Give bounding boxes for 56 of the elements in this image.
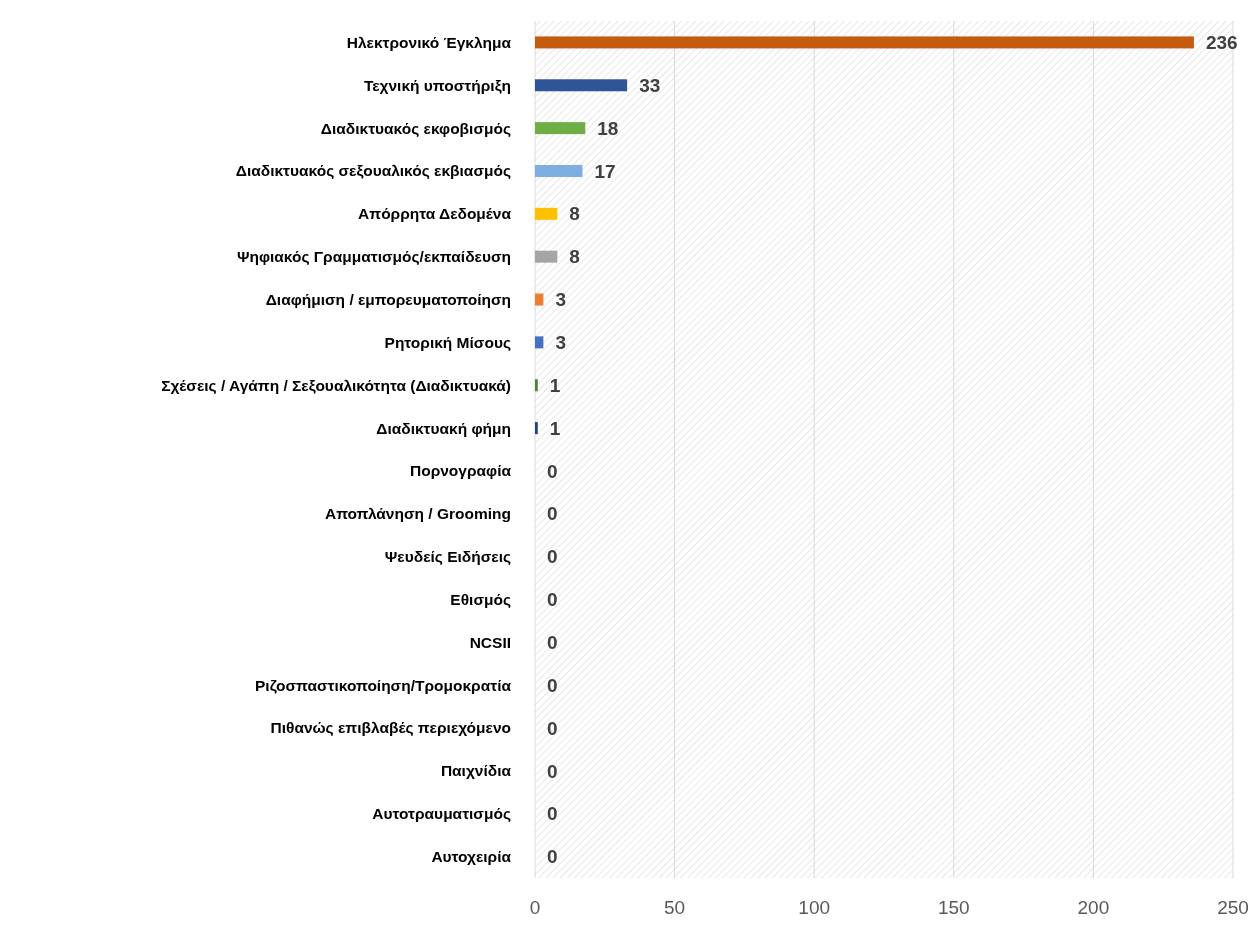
y-tick-label: Εθισμός [450,590,511,608]
y-tick-label: Ψευδείς Ειδήσεις [384,548,511,566]
data-label: 8 [569,203,580,225]
x-tick-label: 50 [664,897,686,918]
bar [535,379,538,392]
x-tick-label: 250 [1217,897,1249,918]
y-tick-label: Ριζοσπαστικοποίηση/Τρομοκρατία [255,676,512,694]
y-tick-label: Αυτοτραυματισμός [372,805,511,823]
data-label: 3 [555,332,566,354]
data-label: 3 [555,289,566,311]
data-label: 0 [547,546,558,568]
data-label: 0 [547,803,558,825]
data-label: 0 [547,674,558,696]
data-label: 0 [547,760,558,782]
data-label: 17 [594,160,616,182]
data-label: 1 [549,417,561,439]
y-tick-label: Διαδικτυακός εκφοβισμός [320,119,511,137]
data-label: 8 [569,246,580,268]
y-tick-label: Πιθανώς επιβλαβές περιεχόμενο [270,719,511,737]
x-tick-label: 100 [798,897,831,918]
data-label: 18 [597,117,619,139]
bar [535,36,1194,49]
y-tick-label: Παιχνίδια [440,762,512,780]
y-tick-label: Τεχνική υποστήριξη [363,76,511,94]
bar [535,207,558,220]
y-tick-label: Διαδικτυακός σεξουαλικός εκβιασμός [235,162,511,180]
bar [535,79,628,92]
bar [535,122,586,135]
y-tick-label: Αποπλάνηση / Grooming [324,505,511,523]
y-tick-label: Διαδικτυακή φήμη [376,419,511,437]
y-tick-label: Ψηφιακός Γραμματισμός/εκπαίδευση [236,248,511,266]
y-tick-label: Πορνογραφία [410,462,512,480]
y-tick-label: Ρητορική Μίσους [384,333,511,351]
bar [535,422,538,435]
data-label: 0 [547,717,558,739]
bar [535,336,544,349]
y-tick-label: Απόρρητα Δεδομένα [358,205,512,223]
data-label: 0 [547,631,558,653]
y-tick-label: NCSII [469,633,511,651]
x-tick-label: 0 [529,897,541,918]
data-label: 0 [547,589,558,611]
x-tick-label: 200 [1077,897,1110,918]
data-label: 236 [1205,32,1238,54]
y-tick-label: Διαφήμιση / εμπορευματοποίηση [265,290,511,308]
data-label: 0 [547,846,558,868]
x-tick-label: 150 [937,897,970,918]
bar [535,164,583,177]
data-label: 0 [547,460,558,482]
y-tick-label: Αυτοχειρία [431,848,512,865]
bar [535,293,544,306]
data-label: 1 [549,374,561,396]
y-tick-label: Ηλεκτρονικό Έγκλημα [346,33,512,51]
data-label: 0 [547,503,558,525]
y-tick-label: Σχέσεις / Αγάπη / Σεξουαλικότητα (Διαδικτυακά) [161,376,511,394]
bar [535,250,558,263]
data-label: 33 [639,74,661,96]
